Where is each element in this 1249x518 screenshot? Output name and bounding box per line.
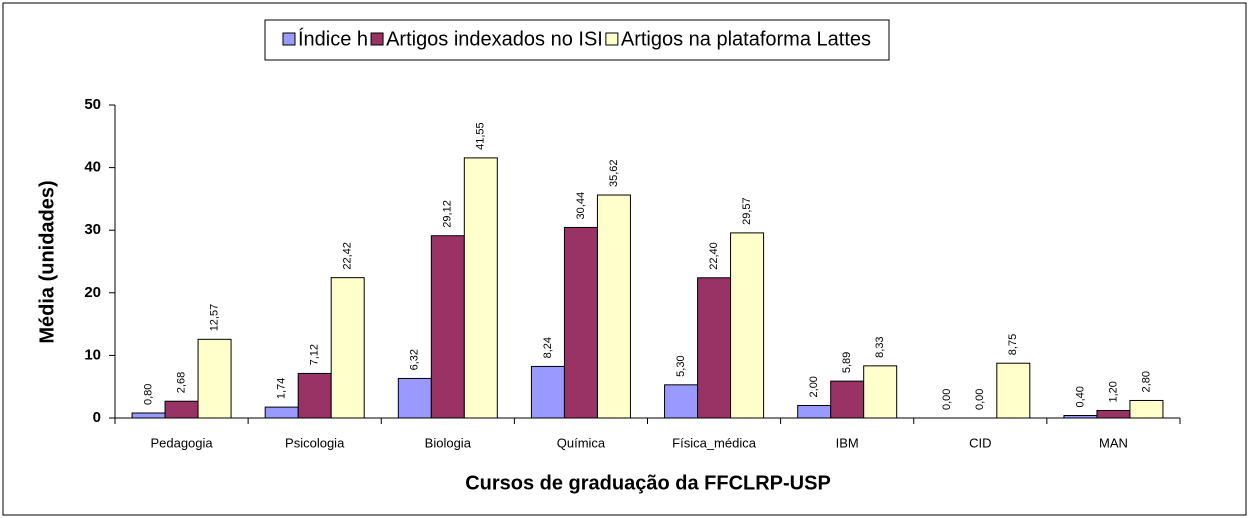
value-label: 1,74	[276, 378, 288, 399]
x-tick-label: Psicologia	[285, 435, 345, 450]
value-label: 8,33	[874, 336, 886, 357]
x-tick-label: Física_médica	[672, 435, 757, 450]
bar	[264, 406, 299, 419]
value-label: 2,00	[808, 376, 820, 397]
value-label: 12,57	[208, 304, 220, 332]
value-label: 22,40	[708, 242, 720, 270]
value-label: 0,80	[142, 384, 154, 405]
value-label: 22,42	[342, 242, 354, 270]
y-axis-title: Média (unidades)	[36, 180, 58, 343]
y-tick-label: 40	[84, 159, 101, 176]
bar	[664, 384, 699, 419]
value-label: 8,24	[542, 337, 554, 358]
x-tick-label: Biologia	[425, 435, 472, 450]
value-label: 6,32	[409, 349, 421, 370]
bar	[463, 157, 498, 419]
value-label: 7,12	[309, 344, 321, 365]
bar	[563, 226, 598, 419]
value-label: 2,80	[1140, 371, 1152, 392]
bar	[397, 377, 432, 419]
bar	[297, 372, 332, 419]
bar	[530, 365, 565, 419]
value-label: 0,00	[941, 389, 953, 410]
y-tick-label: 50	[84, 96, 101, 113]
legend-label: Índice h	[298, 27, 368, 50]
bar	[730, 232, 765, 419]
value-label: 41,55	[475, 122, 487, 150]
bar	[830, 380, 865, 419]
value-label: 35,62	[608, 159, 620, 187]
value-label: 29,12	[442, 200, 454, 228]
value-label: 0,40	[1074, 386, 1086, 407]
value-label: 29,57	[741, 197, 753, 225]
y-tick-label: 30	[84, 221, 101, 238]
bar	[863, 365, 898, 419]
bar	[996, 362, 1031, 419]
legend-swatch	[282, 32, 296, 46]
bar	[164, 400, 199, 419]
y-tick-label: 20	[84, 284, 101, 301]
value-label: 30,44	[575, 192, 587, 220]
y-tick-label: 0	[93, 409, 101, 426]
x-tick-label: CID	[969, 435, 991, 450]
x-axis-title: Cursos de graduação da FFCLRP-USP	[465, 472, 831, 494]
value-label: 2,68	[175, 372, 187, 393]
bar	[1129, 399, 1164, 419]
bar	[1096, 409, 1131, 419]
x-tick-label: Química	[557, 435, 606, 450]
legend-swatch	[370, 32, 384, 46]
value-label: 1,20	[1107, 381, 1119, 402]
x-tick-label: MAN	[1099, 435, 1128, 450]
bar	[797, 404, 832, 419]
bar	[596, 194, 631, 419]
bar	[430, 235, 465, 419]
bar	[1063, 414, 1098, 419]
legend-box	[264, 19, 890, 61]
y-tick-label: 10	[84, 346, 101, 363]
value-label: 5,89	[841, 352, 853, 373]
value-label: 8,75	[1007, 334, 1019, 355]
value-label: 0,00	[974, 389, 986, 410]
legend-label: Artigos na plataforma Lattes	[621, 28, 871, 50]
x-tick-label: Pedagogia	[150, 435, 213, 450]
legend-swatch	[605, 32, 619, 46]
legend-label: Artigos indexados no ISI	[386, 28, 603, 50]
value-label: 5,30	[675, 355, 687, 376]
x-tick-label: IBM	[836, 435, 859, 450]
bar	[131, 412, 166, 419]
bar	[197, 338, 232, 419]
bar	[697, 277, 732, 419]
bar	[330, 277, 365, 419]
